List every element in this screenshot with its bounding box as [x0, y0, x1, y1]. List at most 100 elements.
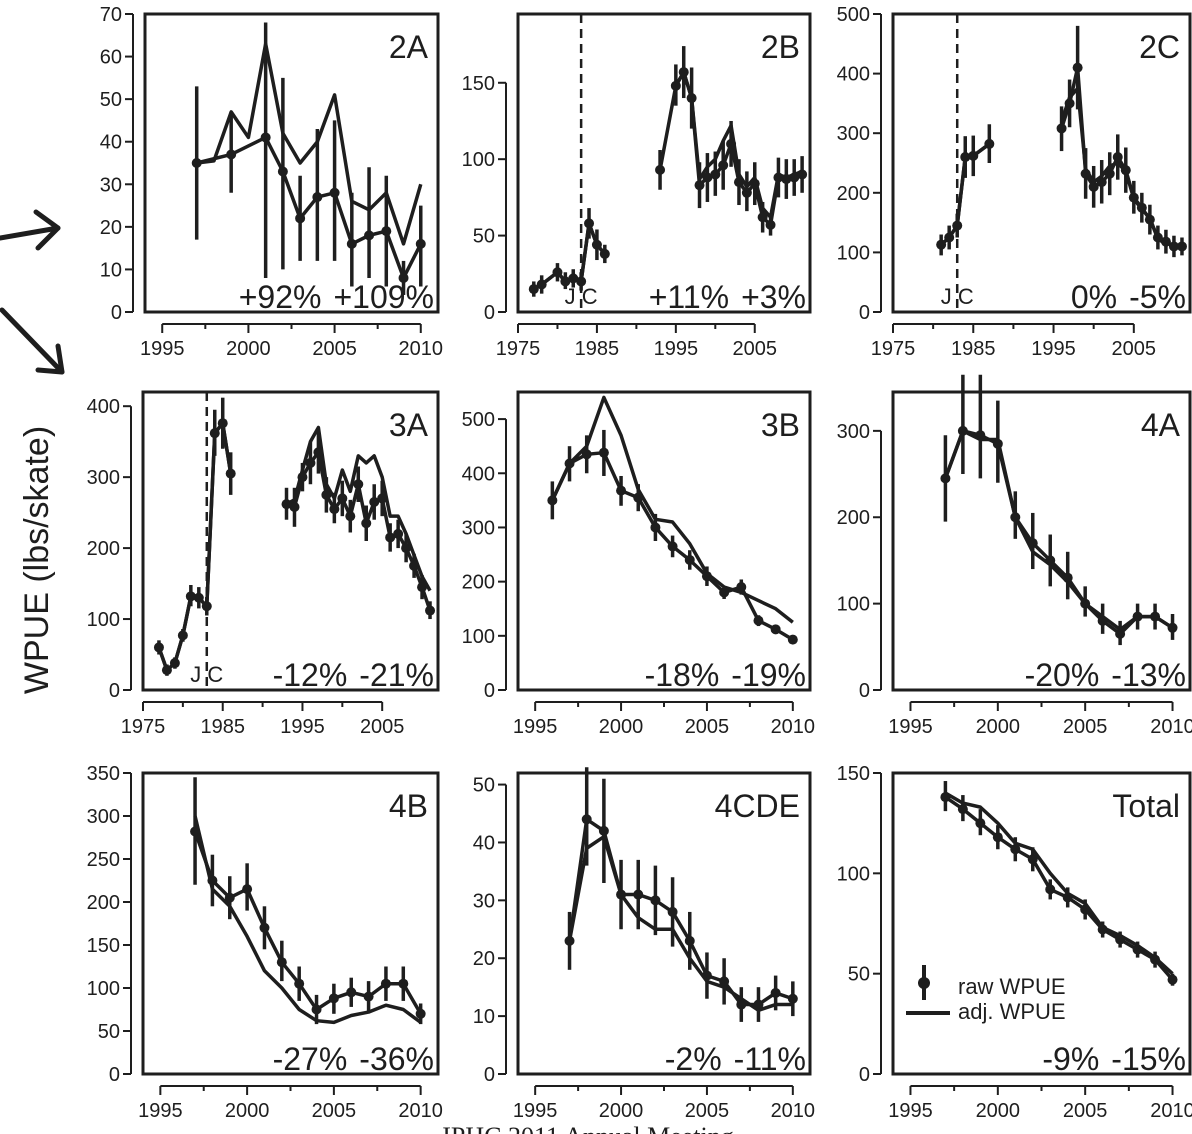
raw-wpue-point: [770, 987, 781, 998]
x-tick-label: 2005: [1112, 338, 1157, 360]
y-tick-label: 100: [837, 594, 870, 616]
raw-wpue-point: [1045, 884, 1056, 895]
raw-wpue-point: [741, 187, 752, 198]
raw-wpue-point: [242, 884, 253, 895]
x-tick-label: 1995: [888, 716, 933, 738]
raw-wpue-point: [1088, 181, 1099, 192]
raw-wpue-point: [337, 493, 348, 504]
raw-wpue-point: [684, 935, 695, 946]
panel-4a: 0 100 200 300 1995 2000 2005 2010 4A -13% -20%: [837, 374, 1192, 738]
raw-wpue-point: [381, 226, 392, 237]
y-tick-label: 100: [87, 609, 120, 631]
x-tick-label: 1985: [200, 716, 245, 738]
raw-wpue-point: [719, 976, 730, 987]
raw-wpue-point: [305, 457, 316, 468]
raw-wpue-point: [581, 449, 592, 460]
x-tick-label: 2010: [399, 338, 444, 360]
raw-wpue-point: [276, 957, 287, 968]
raw-wpue-point: [385, 532, 396, 543]
x-tick-label: 2005: [1063, 716, 1108, 738]
raw-wpue-point: [369, 496, 380, 507]
raw-wpue-point: [694, 180, 705, 191]
raw-wpue-point: [1167, 974, 1178, 985]
x-tick-label: 2000: [976, 716, 1021, 738]
y-tick-label: 400: [462, 463, 495, 485]
raw-wpue-point: [757, 212, 768, 223]
raw-wpue-point: [260, 132, 271, 143]
adj-wpue-line: [944, 791, 1174, 975]
pct-change-right: -19%: [731, 657, 806, 693]
x-tick-label: 1975: [121, 716, 166, 738]
raw-wpue-point: [787, 993, 798, 1004]
y-tick-label: 60: [100, 47, 122, 69]
y-tick-label: 100: [87, 978, 120, 1000]
x-tick-label: 2000: [226, 338, 271, 360]
panel-3b: 0 100 200 300 400 500 1995 2000 2005 2010 3B -19% -1…: [462, 390, 815, 738]
panel-frame: [141, 390, 440, 692]
raw-wpue-point: [277, 166, 288, 177]
y-tick-label: 150: [87, 935, 120, 957]
raw-wpue-point: [415, 1008, 426, 1019]
pct-change-right: -36%: [359, 1041, 434, 1077]
adj-wpue-line: [939, 142, 991, 246]
x-tick-label: 2005: [1063, 1100, 1108, 1122]
x-tick-label: 2005: [733, 338, 778, 360]
pct-change-right: -15%: [1111, 1041, 1186, 1077]
raw-wpue-point: [259, 922, 270, 933]
panel-title: 3A: [389, 407, 429, 443]
panel-title: 2C: [1139, 29, 1180, 65]
raw-wpue-point: [415, 238, 426, 249]
raw-wpue-point: [753, 615, 764, 626]
x-tick-label: 1985: [575, 338, 620, 360]
x-tick-label: 2010: [1150, 1100, 1192, 1122]
x-tick-label: 1975: [871, 338, 916, 360]
raw-wpue-point: [353, 479, 364, 490]
error-bars: [943, 374, 1175, 646]
raw-wpue-point: [718, 160, 729, 171]
pct-change-right: -5%: [1129, 279, 1186, 315]
raw-wpue-point: [1027, 854, 1038, 865]
y-tick-label: 30: [100, 174, 122, 196]
raw-wpue-point: [380, 978, 391, 989]
pct-change-left: -20%: [1025, 657, 1100, 693]
raw-wpue-point: [957, 804, 968, 815]
raw-wpue-point: [1072, 62, 1083, 73]
raw-wpue-point: [311, 1004, 322, 1015]
x-tick-label: 2010: [1150, 716, 1192, 738]
raw-wpue-line: [196, 135, 423, 280]
x-tick-label: 2000: [225, 1100, 270, 1122]
y-tick-label: 300: [87, 467, 120, 489]
footer-text: IPHC 2011 Annual Meeting: [442, 1122, 734, 1134]
adj-wpue-line: [1059, 86, 1182, 247]
adj-wpue-line: [674, 70, 803, 220]
x-tick-label: 2000: [976, 1100, 1021, 1122]
y-tick-label: 100: [462, 626, 495, 648]
pct-change-left: -2%: [665, 1041, 722, 1077]
pct-change-right: +3%: [741, 279, 806, 315]
legend-adj-label: adj. WPUE: [958, 999, 1066, 1024]
x-tick-label: 1995: [280, 716, 325, 738]
panel-frame: [516, 12, 812, 314]
raw-wpue-point: [975, 818, 986, 829]
y-tick-label: 0: [484, 680, 495, 702]
raw-wpue-point: [312, 192, 323, 203]
y-tick-label: 200: [87, 892, 120, 914]
raw-wpue-point: [346, 987, 357, 998]
y-tick-label: 0: [859, 680, 870, 702]
y-axis-label: WPUE (lbs/skate): [18, 426, 56, 694]
legend-raw-marker-dot: [918, 977, 930, 989]
y-tick-label: 150: [462, 73, 495, 95]
x-tick-label: 2005: [685, 1100, 730, 1122]
pct-change-left: +92%: [239, 279, 322, 315]
x-tick-label: 2000: [599, 1100, 644, 1122]
y-tick-label: 0: [109, 1064, 120, 1086]
y-tick-label: 40: [473, 832, 495, 854]
jc-label: J C: [190, 662, 223, 687]
y-tick-label: 40: [100, 132, 122, 154]
raw-wpue-point: [345, 511, 356, 522]
raw-wpue-point: [702, 172, 713, 183]
y-tick-label: 0: [109, 680, 120, 702]
y-tick-label: 300: [87, 806, 120, 828]
